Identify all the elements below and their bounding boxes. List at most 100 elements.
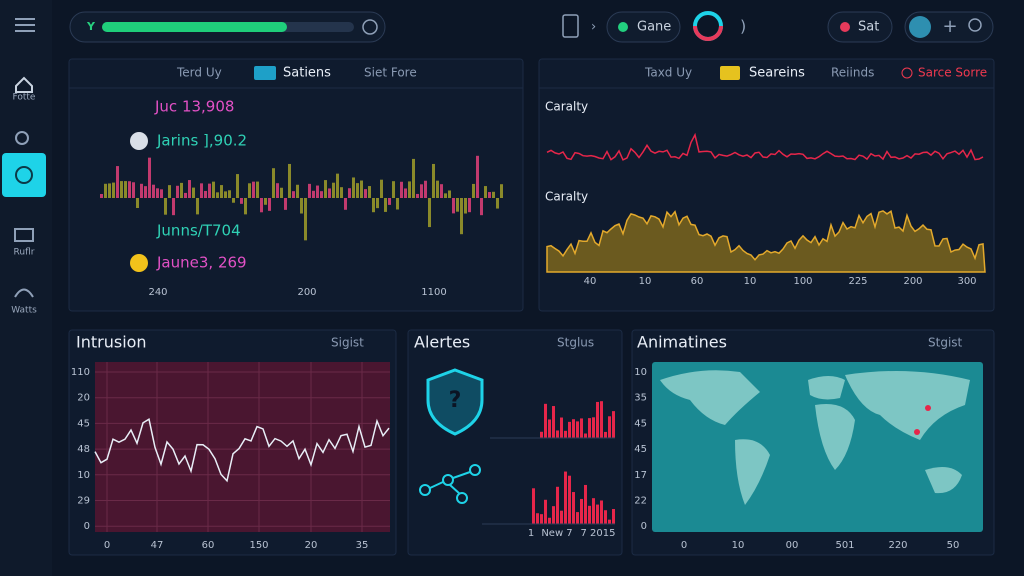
bar-deco	[292, 191, 295, 198]
bar-deco	[316, 185, 319, 198]
bar-deco	[188, 180, 191, 198]
timer-icon[interactable]	[362, 19, 378, 35]
bar-deco	[336, 173, 339, 198]
y-tick-label: 48	[77, 444, 90, 455]
bar-deco	[440, 184, 443, 198]
bar-deco	[368, 186, 371, 198]
clipboard-icon[interactable]	[562, 14, 579, 38]
bar-deco	[448, 190, 451, 198]
nav-label[interactable]: Ruflr	[14, 248, 35, 258]
y-tick-label: 45	[634, 444, 647, 455]
nav-active[interactable]	[2, 153, 46, 197]
user-pill[interactable]	[827, 11, 893, 43]
network-icon	[419, 464, 481, 504]
bar-deco	[288, 163, 291, 198]
y-tick-label: 20	[77, 393, 90, 404]
plus-icon[interactable]: +	[942, 16, 957, 37]
bar-deco	[344, 198, 347, 210]
bar-deco	[572, 492, 575, 524]
nav-label[interactable]: Watts	[11, 306, 37, 316]
bar-deco	[400, 181, 403, 198]
menu-icon[interactable]	[15, 18, 35, 32]
user-text: Sat	[858, 20, 879, 35]
y-tick-label: 0	[641, 521, 647, 532]
bar-deco	[588, 505, 591, 524]
nav-icon	[15, 166, 33, 184]
bar-deco	[596, 401, 599, 438]
dropdown[interactable]: Stglus	[557, 336, 594, 350]
y-tick-label: 35	[634, 393, 647, 404]
x-tick-label: 1	[528, 528, 534, 539]
panel-link[interactable]: Reiinds	[831, 66, 874, 80]
bar-deco	[172, 198, 175, 216]
breadcrumb[interactable]: Terd Uy	[176, 66, 222, 80]
bar-deco	[364, 189, 367, 198]
stat: Junns/T704	[156, 222, 241, 240]
nav-icon[interactable]	[14, 288, 34, 298]
bar-deco	[104, 183, 107, 198]
bar-deco	[324, 180, 327, 198]
bar-deco	[612, 509, 615, 524]
bar-deco	[124, 181, 127, 198]
bar-deco	[116, 166, 119, 198]
bar-deco	[544, 403, 547, 438]
x-tick-label: 40	[584, 276, 597, 287]
bar-deco	[612, 411, 615, 438]
bar-deco	[468, 198, 471, 213]
y-tick-label: 0	[84, 521, 90, 532]
x-tick-label: 1100	[421, 287, 446, 298]
bar-deco	[280, 187, 283, 198]
nav-icon[interactable]	[15, 131, 29, 145]
alert-link[interactable]: Sarce Sorre	[918, 66, 987, 80]
bar-deco	[608, 519, 611, 524]
globe-icon[interactable]	[909, 16, 931, 38]
status-pill[interactable]	[606, 11, 681, 43]
bar-deco	[304, 198, 307, 241]
area-trace	[546, 209, 986, 273]
panel-title[interactable]: Seareins	[749, 66, 805, 81]
search-icon[interactable]	[968, 18, 982, 32]
nav-label[interactable]: Fotte	[13, 93, 36, 103]
bar-deco	[348, 188, 351, 198]
home-icon[interactable]	[15, 76, 33, 93]
bar-deco	[156, 188, 159, 198]
panel-title[interactable]: Satiens	[283, 66, 331, 81]
bar-deco	[180, 182, 183, 198]
bar-deco	[300, 198, 303, 214]
bar-deco	[144, 186, 147, 198]
panel-title: Intrusion	[76, 333, 147, 352]
bar-deco	[152, 184, 155, 198]
bar-deco	[424, 180, 427, 198]
bar-deco	[436, 180, 439, 198]
y-tick-label: 45	[77, 418, 90, 429]
x-tick-label: 220	[888, 540, 907, 551]
bar-deco	[264, 198, 267, 205]
breadcrumb[interactable]: Taxd Uy	[644, 66, 692, 80]
x-tick-label: 50	[947, 540, 960, 551]
bar-deco	[296, 184, 299, 198]
panel-link[interactable]: Siet Fore	[364, 66, 417, 80]
ring-side: )	[740, 17, 746, 36]
bar-deco	[184, 192, 187, 198]
dropdown[interactable]: Sigist	[331, 336, 364, 350]
bar-deco	[420, 184, 423, 198]
bar-deco	[136, 198, 139, 208]
shield-mark: ?	[449, 388, 462, 413]
flag-icon	[130, 132, 148, 150]
bar-deco	[588, 418, 591, 438]
bar-deco	[560, 417, 563, 438]
bar-deco	[600, 401, 603, 438]
nav-icon[interactable]	[14, 228, 34, 242]
x-tick-label: 7 2015	[581, 528, 616, 539]
dropdown[interactable]: Stgist	[928, 336, 963, 350]
bar-deco	[580, 418, 583, 438]
bar-deco	[488, 192, 491, 198]
bar-deco	[576, 421, 579, 438]
bar-deco	[576, 512, 579, 524]
bar-deco	[412, 158, 415, 198]
bar-deco	[244, 198, 247, 215]
bar-deco	[376, 198, 379, 209]
bar-deco	[108, 183, 111, 198]
bar-strip	[100, 155, 503, 241]
